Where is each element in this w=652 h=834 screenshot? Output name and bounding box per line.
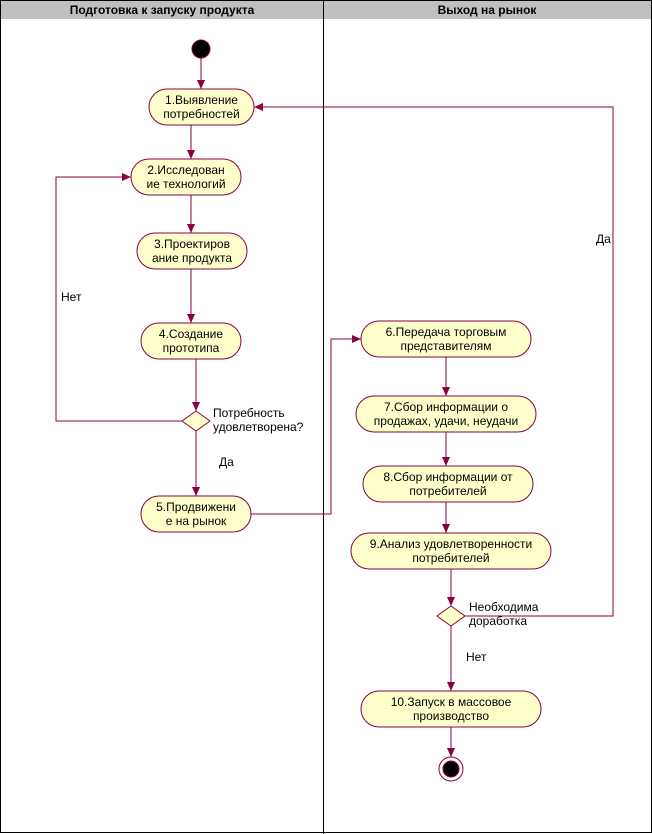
activity-label: потребностей (163, 107, 240, 121)
diagram-frame: Подготовка к запуску продукта Выход на р… (0, 0, 652, 833)
edge-label: Нет (466, 650, 487, 664)
activity-label: ие технологий (146, 177, 225, 191)
flowchart-svg: Да Нет Нет Да 1.Выявлениепотребностей 2.Иссле… (1, 1, 652, 834)
activity-label: потребителей (409, 484, 486, 498)
activity-label: 10.Запуск в массовое (391, 695, 512, 709)
decision-d1 (182, 411, 210, 431)
decision-label: доработка (469, 614, 527, 628)
decision-label: Необходима (469, 600, 539, 614)
activity-label: ание продукта (152, 251, 232, 265)
start-node (192, 40, 210, 58)
activity-label: 8.Сбор информации от (383, 470, 513, 484)
activity-label: 7.Сбор информации о (384, 400, 508, 414)
activity-label: 6.Передача торговым (386, 325, 507, 339)
activity-label: 4.Создание (159, 327, 223, 341)
activity-label: е на рынок (166, 514, 227, 528)
edge-label: Да (596, 232, 611, 246)
activity-label: 2.Исследован (147, 163, 224, 177)
activity-label: 3.Проектиров (154, 237, 230, 251)
activity-label: потребителей (412, 551, 489, 565)
activity-label: 5.Продвижени (156, 500, 236, 514)
activity-label: 1.Выявление (165, 93, 238, 107)
decision-d2 (437, 606, 465, 626)
end-node (443, 761, 459, 777)
activity-label: производство (413, 709, 489, 723)
activity-label: 9.Анализ удовлетворенности (370, 537, 532, 551)
decision-label: удовлетворена? (213, 420, 304, 434)
decision-label: Потребность (213, 406, 285, 420)
edge-label: Нет (61, 290, 82, 304)
activity-label: прототипа (163, 341, 220, 355)
activity-label: представителям (400, 339, 491, 353)
edge-label: Да (219, 455, 234, 469)
activity-label: продажах, удачи, неудачи (374, 414, 518, 428)
